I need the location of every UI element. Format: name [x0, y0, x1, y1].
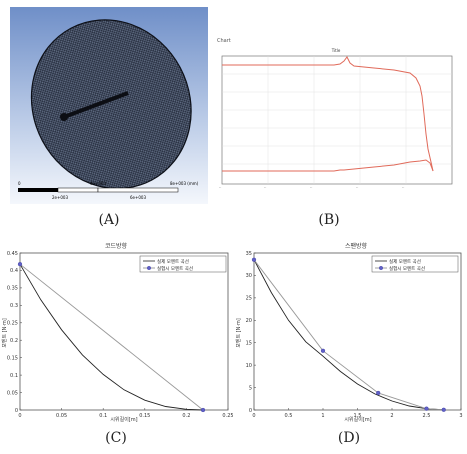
caption-d: (D) [337, 430, 361, 446]
chart-d-xlabel: 시위길이[m] [344, 416, 371, 423]
chart-d-xtick-label: 0 [252, 413, 255, 419]
chart-c-ylabel: 모멘트 [N·m] [1, 318, 8, 348]
chart-d-xtick-label: 3 [459, 413, 462, 419]
chart-c-xtick-label: 0.25 [222, 413, 233, 419]
chart-d-marker [376, 390, 381, 396]
chart-d-legend: 실제 모멘트 곡선 실험시 모멘트 곡선 [371, 255, 459, 273]
chart-c-ytick-label: 0.3 [10, 303, 18, 309]
chart-c-xtick-label: 0 [18, 413, 21, 419]
chart-c-marker [200, 407, 206, 413]
chart-d-legend-item-1: 실제 모멘트 곡선 [389, 258, 421, 265]
chart-c-xtick-label: 0.2 [182, 413, 190, 419]
mesh-image: 0 4e+003 8e+003 (mm) 2e+003 6e+003 [10, 7, 208, 204]
chart-d-xtick-label: 1.5 [354, 413, 362, 419]
plot-b-upper-line [222, 56, 434, 172]
chart-d-marker [320, 348, 326, 353]
chart-c-series-2-line [19, 263, 204, 411]
plot-b-frame [221, 55, 453, 185]
chart-d-series-2-line [253, 259, 444, 411]
svg-text:--: -- [310, 185, 312, 189]
chart-c-xtick-label: 0.15 [139, 413, 150, 419]
panel-b: Chart Title -- -- -- -- -- [214, 34, 460, 200]
mesh-disk [31, 19, 192, 189]
svg-text:--: -- [264, 185, 266, 189]
chart-d-marker [424, 406, 429, 411]
chart-c-ytick-label: 0 [15, 408, 18, 414]
caption-b: (B) [318, 212, 340, 228]
chart-d-ytick-label: 0 [249, 408, 252, 414]
chart-d-xtick-label: 2.5 [423, 413, 431, 419]
chart-c-ytick-label: 0.35 [7, 286, 18, 292]
chart-d-frame [253, 252, 462, 411]
chart-c-ytick-label: 0.2 [10, 338, 18, 344]
chart-c-ticks: 0 0.05 0.1 0.15 0.2 0.25 0 0.05 0.1 0.15 0.2 0.25 0.… [7, 251, 234, 419]
chart-d-ytick-label: 15 [246, 341, 252, 347]
plot-b: Chart Title -- -- -- -- -- [214, 34, 460, 200]
chart-c-plot [17, 262, 206, 413]
chart-c-ytick-label: 0.15 [7, 355, 18, 361]
chart-c-marker [17, 262, 23, 267]
chart-c-legend-item-2: 실험시 모멘트 곡선 [157, 265, 193, 272]
chart-c-title: 코드방향 [105, 242, 128, 250]
scale-label-0: 0 [18, 181, 21, 186]
chart-d-ytick-label: 10 [246, 363, 252, 369]
mesh-shaft [63, 91, 129, 119]
scale-label-2: 8e+003 (mm) [170, 181, 199, 186]
caption-c: (C) [105, 430, 127, 446]
chart-d-ytick-label: 35 [246, 251, 252, 257]
chart-c-legend-item-1: 실제 모멘트 곡선 [157, 258, 189, 265]
chart-d-marker [251, 257, 257, 262]
scale-label-3: 2e+003 [52, 195, 68, 200]
panel-a: 0 4e+003 8e+003 (mm) 2e+003 6e+003 [10, 7, 208, 204]
chart-d: 스팬방향 모멘트 [N·m] 시위길이[m] 실제 모멘트 곡선 실험시 모멘트… [235, 242, 463, 423]
chart-c-ytick-label: 0.25 [7, 321, 18, 327]
chart-d-ytick-label: 5 [249, 385, 252, 391]
chart-d-ylabel: 모멘트 [N·m] [235, 318, 242, 348]
scale-label-4: 6e+003 [130, 195, 146, 200]
plot-b-title: Title [331, 48, 341, 53]
chart-d-legend-item-2: 실험시 모멘트 곡선 [389, 265, 425, 272]
panel-d: 스팬방향 모멘트 [N·m] 시위길이[m] 실제 모멘트 곡선 실험시 모멘트… [234, 238, 467, 423]
plot-b-corner-label: Chart [217, 38, 231, 44]
svg-text:--: -- [219, 185, 221, 189]
chart-c-frame [19, 252, 229, 411]
chart-c-xtick-label: 0.05 [56, 413, 67, 419]
chart-c-ytick-label: 0.4 [10, 268, 18, 274]
chart-c: 코드방향 모멘트 [N·m] 시위길이[m] 실제 모멘트 곡선 실험시 모멘트… [1, 242, 234, 423]
chart-c-xtick-label: 0.1 [99, 413, 107, 419]
panel-c: 코드방향 모멘트 [N·m] 시위길이[m] 실제 모멘트 곡선 실험시 모멘트… [0, 238, 234, 423]
chart-c-xlabel: 시위길이[m] [110, 416, 137, 423]
chart-c-legend: 실제 모멘트 곡선 실험시 모멘트 곡선 [139, 255, 227, 273]
chart-d-xtick-label: 0.5 [285, 413, 293, 419]
chart-d-ytick-label: 30 [246, 273, 252, 279]
chart-d-title: 스팬방향 [345, 242, 368, 250]
chart-d-series-1-line [253, 259, 444, 411]
chart-c-ytick-label: 0.1 [10, 373, 18, 379]
svg-text:--: -- [356, 185, 358, 189]
chart-c-ytick-label: 0.05 [7, 390, 18, 396]
chart-c-series-1-line [19, 263, 204, 411]
scale-label-1: 4e+003 [90, 181, 106, 186]
chart-d-ytick-label: 20 [246, 318, 252, 324]
chart-d-marker [441, 407, 446, 412]
chart-d-plot [251, 257, 446, 412]
chart-d-ytick-label: 25 [246, 296, 252, 302]
chart-d-xtick-label: 2 [390, 413, 393, 419]
plot-b-lower-line [222, 159, 434, 172]
svg-text:--: -- [402, 185, 404, 189]
chart-c-ytick-label: 0.45 [7, 251, 18, 257]
caption-a: (A) [98, 212, 120, 228]
chart-d-xtick-label: 1 [321, 413, 324, 419]
